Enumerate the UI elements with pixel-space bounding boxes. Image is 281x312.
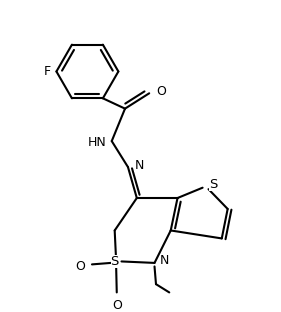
Text: N: N <box>134 159 144 172</box>
Text: O: O <box>112 299 122 312</box>
Text: O: O <box>76 260 85 273</box>
Text: N: N <box>160 254 169 267</box>
Text: HN: HN <box>88 136 106 149</box>
Text: S: S <box>110 255 119 268</box>
Text: S: S <box>209 178 217 191</box>
Text: O: O <box>157 85 166 98</box>
Text: F: F <box>44 65 51 78</box>
